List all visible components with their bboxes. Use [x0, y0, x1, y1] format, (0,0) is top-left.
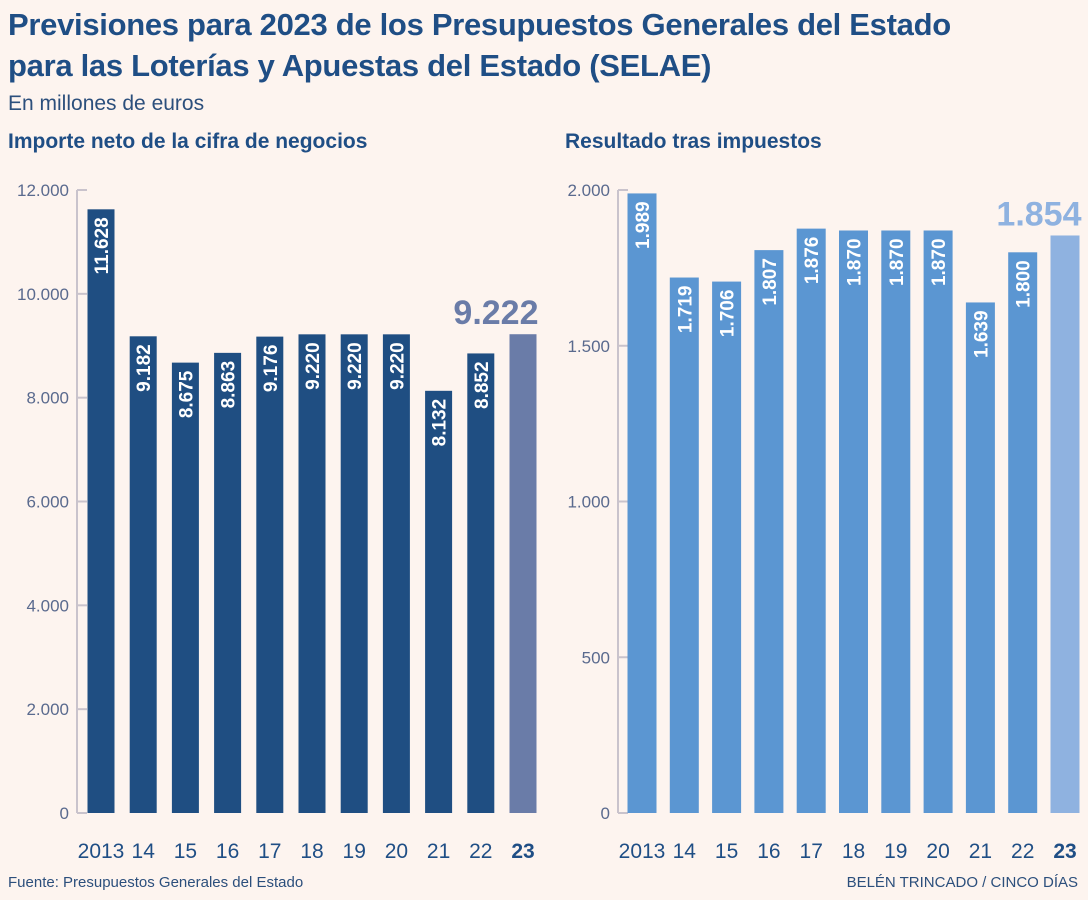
left-y-tick-label: 10.000 [17, 285, 69, 304]
left-x-label-17: 17 [258, 840, 281, 863]
left-data-label-21: 8.132 [430, 399, 451, 447]
left-x-label-14: 14 [132, 840, 156, 863]
right-x-label-23: 23 [1053, 840, 1076, 863]
right-x-label-16: 16 [757, 840, 780, 863]
left-data-label-20: 9.220 [387, 342, 408, 390]
left-data-label-2013: 11.628 [92, 217, 113, 274]
right-data-label-20: 1.870 [929, 238, 950, 286]
left-x-label-21: 21 [427, 840, 450, 863]
right-data-label-21: 1.639 [971, 310, 992, 358]
right-x-label-17: 17 [800, 840, 823, 863]
left-x-label-2013: 2013 [78, 840, 125, 863]
right-y-tick-label: 1.500 [567, 337, 610, 356]
right-x-label-2013: 2013 [619, 840, 666, 863]
right-bar-16 [754, 250, 784, 813]
left-bar-2013 [87, 209, 115, 814]
right-y-tick-label: 1.000 [567, 493, 610, 512]
credit: BELÉN TRINCADO / CINCO DÍAS [846, 874, 1078, 891]
left-bar-15 [171, 362, 199, 813]
title-line-1: Previsiones para 2023 de los Presupuesto… [8, 7, 951, 42]
right-bar-2013 [627, 193, 657, 813]
left-x-label-22: 22 [469, 840, 492, 863]
right-data-label-22: 1.800 [1014, 260, 1035, 308]
left-data-label-22: 8.852 [472, 361, 493, 409]
right-bar-15 [712, 281, 742, 813]
left-x-label-15: 15 [174, 840, 197, 863]
right-bar-23 [1050, 235, 1080, 813]
left-chart-title: Importe neto de la cifra de negocios [8, 130, 368, 153]
left-bar-17 [256, 336, 284, 813]
right-bar-21 [965, 302, 995, 813]
right-bar-20 [923, 230, 953, 813]
left-data-label-18: 9.220 [303, 342, 324, 390]
right-y-tick-label: 500 [582, 648, 610, 667]
left-data-label-17: 9.176 [261, 345, 282, 393]
left-data-label-16: 8.863 [219, 361, 240, 409]
left-bar-19 [340, 334, 368, 813]
left-data-label-14: 9.182 [134, 344, 155, 392]
left-x-label-16: 16 [216, 840, 239, 863]
right-bar-18 [839, 230, 868, 813]
right-data-label-17: 1.876 [802, 237, 823, 285]
left-y-tick-label: 8.000 [26, 389, 69, 408]
left-data-label-15: 8.675 [176, 370, 197, 418]
right-chart-title: Resultado tras impuestos [565, 130, 822, 153]
left-y-tick-label: 4.000 [26, 596, 69, 615]
subtitle: En millones de euros [8, 92, 205, 115]
right-data-label-15: 1.706 [718, 290, 739, 338]
right-y-tick-label: 0 [601, 804, 610, 823]
right-x-label-21: 21 [969, 840, 992, 863]
left-data-label-19: 9.220 [345, 342, 366, 390]
right-data-label-18: 1.870 [845, 238, 866, 286]
right-x-label-14: 14 [673, 840, 697, 863]
right-x-label-15: 15 [715, 840, 738, 863]
right-data-label-23: 1.854 [996, 195, 1081, 233]
left-x-label-23: 23 [511, 840, 534, 863]
right-x-label-18: 18 [842, 840, 865, 863]
left-bar-20 [382, 334, 410, 813]
left-bar-23 [509, 334, 537, 813]
right-bar-17 [796, 228, 826, 814]
left-x-label-18: 18 [300, 840, 323, 863]
source-note: Fuente: Presupuestos Generales del Estad… [8, 874, 304, 891]
title-line-2: para las Loterías y Apuestas del Estado … [8, 48, 712, 83]
right-data-label-2013: 1.989 [633, 201, 654, 249]
right-data-label-14: 1.719 [675, 286, 696, 334]
right-data-label-19: 1.870 [887, 238, 908, 286]
chart-title: Previsiones para 2023 de los Presupuesto… [8, 4, 951, 86]
left-bar-16 [214, 352, 242, 813]
left-y-tick-label: 12.000 [17, 181, 69, 200]
left-y-tick-label: 0 [60, 804, 69, 823]
left-bar-18 [298, 334, 326, 813]
left-x-label-20: 20 [385, 840, 408, 863]
right-bar-14 [669, 277, 699, 813]
left-bar-14 [129, 336, 157, 813]
right-bar-22 [1008, 252, 1038, 814]
left-y-tick-label: 6.000 [26, 493, 69, 512]
left-bar-22 [467, 353, 495, 813]
right-data-label-16: 1.807 [760, 258, 781, 306]
left-data-label-23: 9.222 [453, 294, 538, 332]
right-bar-19 [881, 230, 911, 813]
left-x-label-19: 19 [343, 840, 366, 863]
right-x-label-22: 22 [1011, 840, 1034, 863]
right-x-label-20: 20 [926, 840, 949, 863]
left-bar-21 [425, 390, 453, 813]
left-y-tick-label: 2.000 [26, 700, 69, 719]
right-x-label-19: 19 [884, 840, 907, 863]
right-y-tick-label: 2.000 [567, 181, 610, 200]
